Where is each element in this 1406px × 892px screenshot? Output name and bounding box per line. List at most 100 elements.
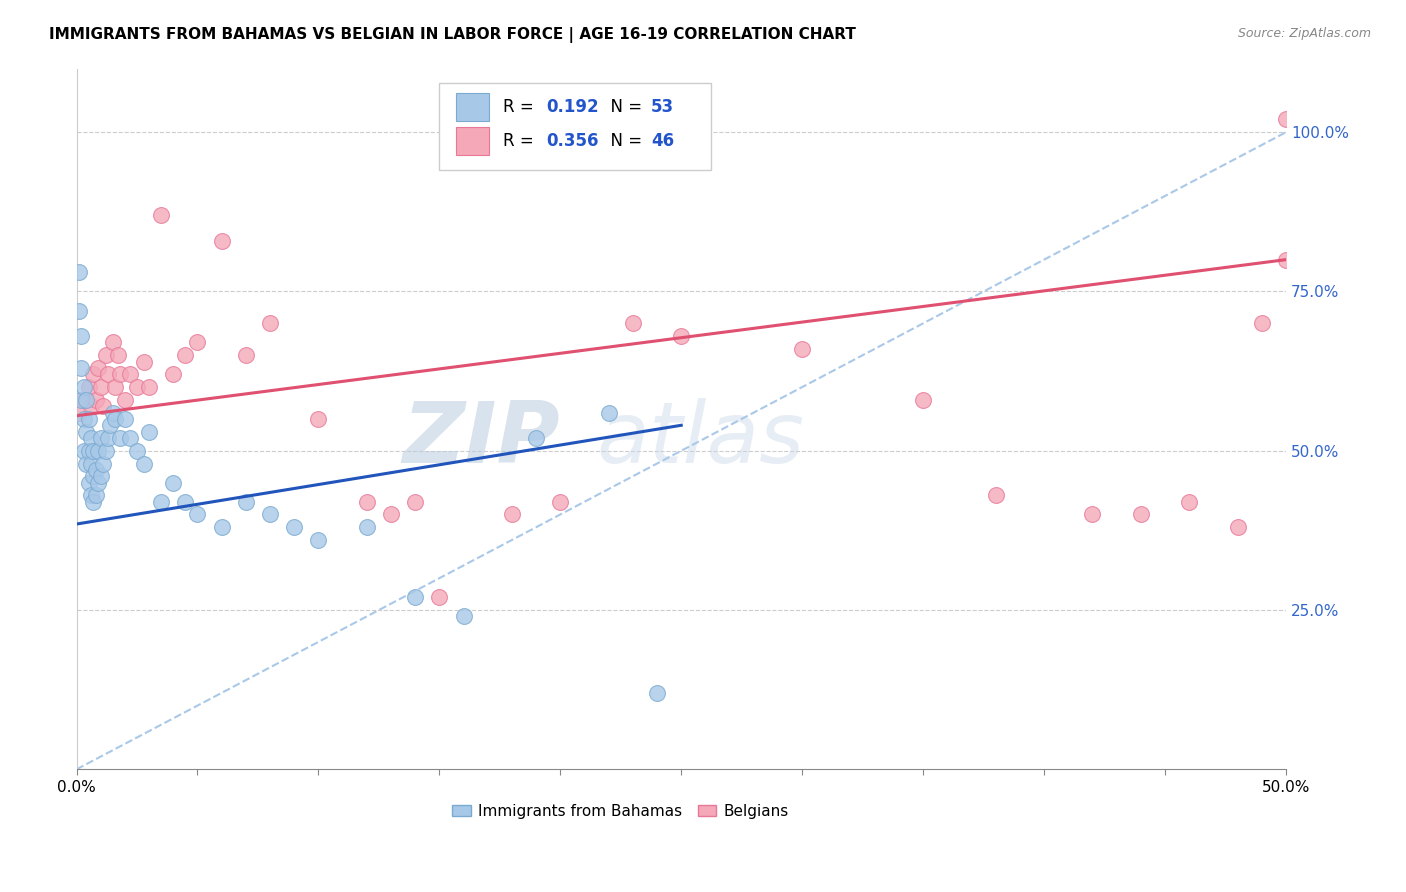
- Point: [80, 488, 103, 502]
- Point: [1081, 508, 1104, 522]
- Point: [80, 457, 103, 471]
- Point: [162, 475, 184, 490]
- Point: [1275, 112, 1298, 127]
- Point: [186, 508, 208, 522]
- Point: [84, 463, 107, 477]
- Point: [118, 368, 141, 382]
- Point: [283, 520, 305, 534]
- Point: [67, 265, 90, 279]
- Point: [134, 457, 156, 471]
- Point: [671, 329, 693, 343]
- Point: [356, 520, 378, 534]
- Point: [84, 488, 107, 502]
- Point: [174, 348, 197, 362]
- Point: [211, 520, 233, 534]
- Text: R =: R =: [503, 98, 540, 116]
- Point: [97, 431, 120, 445]
- Point: [912, 392, 935, 407]
- Text: R =: R =: [503, 132, 540, 150]
- Point: [307, 412, 329, 426]
- Point: [100, 418, 122, 433]
- Point: [174, 494, 197, 508]
- Point: [138, 380, 160, 394]
- Point: [82, 469, 104, 483]
- Text: N =: N =: [600, 132, 648, 150]
- FancyBboxPatch shape: [457, 127, 489, 154]
- Point: [70, 329, 93, 343]
- Point: [259, 317, 281, 331]
- Point: [645, 686, 668, 700]
- Point: [70, 392, 93, 407]
- Point: [501, 508, 523, 522]
- Point: [114, 392, 136, 407]
- Point: [598, 405, 620, 419]
- Text: N =: N =: [600, 98, 648, 116]
- Point: [211, 234, 233, 248]
- Point: [108, 368, 131, 382]
- Point: [404, 591, 426, 605]
- Point: [162, 368, 184, 382]
- Point: [1226, 520, 1249, 534]
- Point: [1129, 508, 1152, 522]
- Point: [87, 475, 110, 490]
- Point: [77, 412, 100, 426]
- Point: [77, 475, 100, 490]
- Text: 53: 53: [651, 98, 673, 116]
- Point: [235, 494, 257, 508]
- Point: [82, 494, 104, 508]
- Point: [84, 392, 107, 407]
- Point: [101, 405, 124, 419]
- Point: [1178, 494, 1201, 508]
- Point: [73, 443, 96, 458]
- Legend: Immigrants from Bahamas, Belgians: Immigrants from Bahamas, Belgians: [446, 797, 796, 825]
- Point: [77, 380, 100, 394]
- Point: [134, 354, 156, 368]
- Point: [97, 368, 120, 382]
- Point: [104, 380, 127, 394]
- Point: [82, 443, 104, 458]
- Point: [235, 348, 257, 362]
- Point: [114, 412, 136, 426]
- Point: [150, 494, 173, 508]
- Point: [94, 348, 117, 362]
- Point: [125, 380, 148, 394]
- Point: [524, 431, 547, 445]
- Text: Source: ZipAtlas.com: Source: ZipAtlas.com: [1237, 27, 1371, 40]
- Point: [67, 405, 90, 419]
- Text: 0.356: 0.356: [546, 132, 599, 150]
- Point: [621, 317, 644, 331]
- Text: 0.192: 0.192: [546, 98, 599, 116]
- Point: [87, 443, 110, 458]
- Text: 46: 46: [651, 132, 673, 150]
- Point: [77, 443, 100, 458]
- Point: [1250, 317, 1272, 331]
- Point: [104, 412, 127, 426]
- Point: [73, 392, 96, 407]
- Point: [75, 425, 97, 439]
- Point: [108, 431, 131, 445]
- Point: [380, 508, 402, 522]
- Point: [118, 431, 141, 445]
- Point: [80, 431, 103, 445]
- Point: [150, 208, 173, 222]
- Point: [550, 494, 572, 508]
- Point: [87, 360, 110, 375]
- Point: [73, 412, 96, 426]
- Point: [125, 443, 148, 458]
- Point: [80, 399, 103, 413]
- Point: [67, 303, 90, 318]
- Point: [73, 380, 96, 394]
- Point: [1275, 252, 1298, 267]
- Point: [138, 425, 160, 439]
- FancyBboxPatch shape: [457, 93, 489, 121]
- Point: [792, 342, 814, 356]
- Text: ZIP: ZIP: [402, 399, 561, 482]
- Point: [404, 494, 426, 508]
- Text: IMMIGRANTS FROM BAHAMAS VS BELGIAN IN LABOR FORCE | AGE 16-19 CORRELATION CHART: IMMIGRANTS FROM BAHAMAS VS BELGIAN IN LA…: [49, 27, 856, 43]
- Point: [259, 508, 281, 522]
- Point: [90, 431, 112, 445]
- Point: [356, 494, 378, 508]
- Point: [90, 469, 112, 483]
- Text: atlas: atlas: [596, 399, 804, 482]
- Point: [90, 380, 112, 394]
